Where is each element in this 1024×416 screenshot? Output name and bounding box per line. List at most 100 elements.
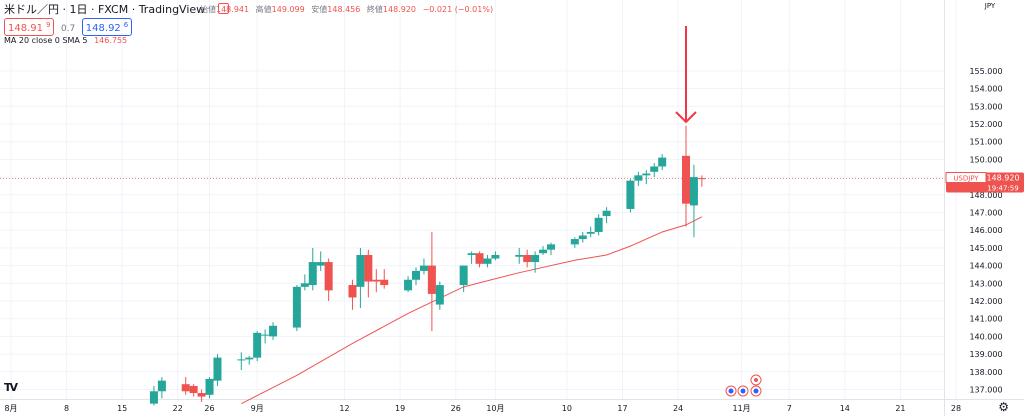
candle-body[interactable] xyxy=(269,325,278,337)
low-value: 148.456 xyxy=(327,5,361,14)
sell-button[interactable]: 148.91 9 xyxy=(4,18,55,37)
open-label: 始値 xyxy=(200,5,216,14)
candle-body[interactable] xyxy=(245,357,254,360)
candle-body[interactable] xyxy=(189,385,198,394)
candle-body[interactable] xyxy=(689,177,698,206)
sell-price: 148.91 xyxy=(8,23,43,35)
x-tick-label: 17 xyxy=(617,404,627,413)
y-tick-label: 137.000 xyxy=(969,386,1002,395)
event-flag-dot xyxy=(753,388,759,394)
y-tick-label: 151.000 xyxy=(969,138,1002,147)
quote-row: 148.91 9 0.7 148.92 6 xyxy=(4,18,135,37)
candle-body[interactable] xyxy=(658,157,667,167)
candle-body[interactable] xyxy=(594,217,603,232)
buy-price-sup: 6 xyxy=(123,21,129,29)
candle-body[interactable] xyxy=(253,332,262,358)
settings-mini-icon[interactable] xyxy=(217,3,229,14)
open-value: 148.941 xyxy=(216,5,250,14)
y-tick-label: 152.000 xyxy=(969,120,1002,129)
candle-body[interactable] xyxy=(547,244,555,250)
y-tick-label: 155.000 xyxy=(969,67,1002,76)
candle-body[interactable] xyxy=(467,253,476,255)
candle-body[interactable] xyxy=(515,254,524,257)
candle-body[interactable] xyxy=(626,180,635,209)
x-tick-label: 11月 xyxy=(732,404,750,413)
candle-body[interactable] xyxy=(157,380,166,392)
close-value: 148.920 xyxy=(382,5,417,14)
candle-body[interactable] xyxy=(308,262,317,286)
candle-body[interactable] xyxy=(427,265,436,294)
candle-body[interactable] xyxy=(380,279,389,286)
candle-body[interactable] xyxy=(523,254,532,263)
candle-body[interactable] xyxy=(197,393,206,397)
change-value: −0.021 (−0.01%) xyxy=(422,5,494,14)
event-flag-dot xyxy=(728,388,734,394)
symbol-tag-box xyxy=(945,172,987,184)
candle-body[interactable] xyxy=(348,285,357,298)
candle-body[interactable] xyxy=(324,262,333,291)
y-tick-label: 150.000 xyxy=(969,155,1002,164)
y-tick-label: 141.000 xyxy=(969,315,1002,324)
candle-body[interactable] xyxy=(404,279,413,291)
candle-body[interactable] xyxy=(570,239,579,245)
candle-body[interactable] xyxy=(642,173,651,176)
indicator-label: MA 20 close 0 SMA 5 xyxy=(4,36,88,45)
sell-price-sup: 9 xyxy=(46,21,51,29)
x-tick-label: 22 xyxy=(173,404,183,413)
candle-body[interactable] xyxy=(364,254,373,282)
candle-body[interactable] xyxy=(531,254,540,263)
candle-body[interactable] xyxy=(435,285,444,305)
x-tick-label: 15 xyxy=(117,404,127,413)
indicator-value: 146.755 xyxy=(94,36,128,45)
candle-body[interactable] xyxy=(697,178,706,180)
x-tick-label: 10 xyxy=(562,404,572,413)
event-dividend-dot xyxy=(754,378,758,382)
candle-body[interactable] xyxy=(237,359,246,361)
candle-body[interactable] xyxy=(634,175,643,181)
candle-body[interactable] xyxy=(372,279,381,282)
candle-body[interactable] xyxy=(475,253,484,264)
candle-body[interactable] xyxy=(300,283,309,287)
candle-body[interactable] xyxy=(292,286,301,328)
candle-body[interactable] xyxy=(181,384,190,392)
candle-body[interactable] xyxy=(412,270,420,280)
x-tick-label: 9月 xyxy=(251,404,264,413)
candle-body[interactable] xyxy=(356,254,365,287)
x-tick-label: 7 xyxy=(787,404,792,413)
candle-body[interactable] xyxy=(205,378,214,395)
price-label-symbol: USDJPY xyxy=(953,175,979,183)
annotation-arrow-head[interactable] xyxy=(675,111,697,124)
price-label-countdown: 19:47:59 xyxy=(987,185,1018,193)
ma20-line[interactable] xyxy=(241,216,703,405)
x-tick-label: 8 xyxy=(64,404,69,413)
buy-button[interactable]: 148.92 6 xyxy=(81,18,133,37)
tradingview-logo-icon[interactable]: TV xyxy=(4,381,18,394)
x-tick-label: 12 xyxy=(339,404,349,413)
candle-body[interactable] xyxy=(602,210,611,217)
gear-icon[interactable]: ⚙ xyxy=(998,400,1009,414)
x-tick-label: 26 xyxy=(204,404,214,413)
x-tick-label: 24 xyxy=(673,404,683,413)
high-value: 149.099 xyxy=(271,5,305,14)
candle-body[interactable] xyxy=(419,265,428,271)
event-flag-dot xyxy=(740,388,746,394)
y-tick-label: 154.000 xyxy=(969,85,1002,94)
close-label: 終値 xyxy=(366,5,383,14)
candle-body[interactable] xyxy=(213,357,222,381)
x-tick-label: 14 xyxy=(840,404,850,413)
candle-body[interactable] xyxy=(491,254,500,259)
candle-body[interactable] xyxy=(578,235,587,240)
candle-body[interactable] xyxy=(149,391,158,404)
candle-body[interactable] xyxy=(261,334,270,336)
candle-body[interactable] xyxy=(539,249,548,254)
candle-body[interactable] xyxy=(483,258,492,264)
candle-body[interactable] xyxy=(316,262,325,266)
candle-body[interactable] xyxy=(586,231,595,234)
indicator-legend[interactable]: MA 20 close 0 SMA 5 146.755 xyxy=(4,35,127,47)
candle-body[interactable] xyxy=(650,166,659,172)
low-label: 安値 xyxy=(311,5,328,14)
candle-body[interactable] xyxy=(682,155,690,204)
high-label: 高値 xyxy=(255,5,272,14)
candle-body[interactable] xyxy=(459,265,468,286)
